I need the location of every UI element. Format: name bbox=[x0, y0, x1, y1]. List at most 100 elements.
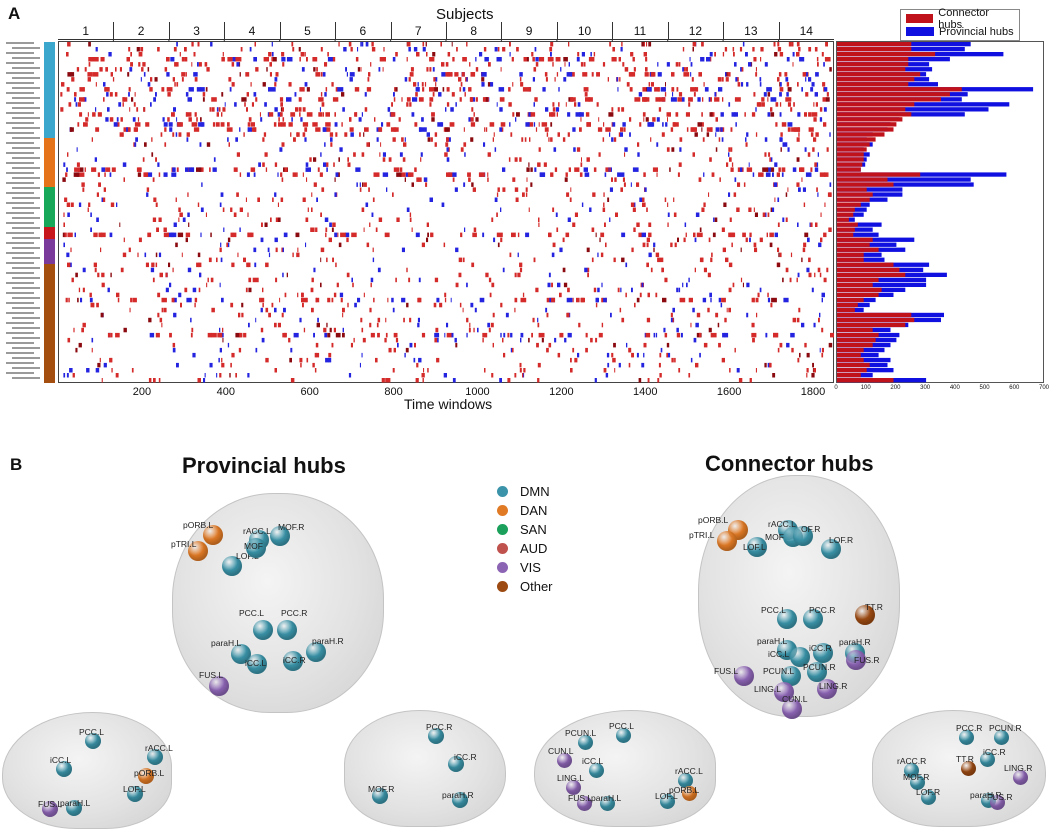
hub-mark bbox=[197, 378, 201, 383]
hub-mark bbox=[454, 337, 457, 343]
hub-mark bbox=[786, 57, 790, 62]
hub-mark bbox=[769, 242, 773, 248]
bar-tick-label: 100 bbox=[860, 385, 871, 391]
x-tick-label: 1800 bbox=[800, 386, 826, 398]
hub-mark bbox=[613, 342, 616, 348]
hub-mark bbox=[320, 212, 322, 217]
hub-mark bbox=[377, 267, 381, 273]
hub-mark bbox=[785, 77, 789, 82]
hub-mark bbox=[296, 172, 298, 177]
network-label: Other bbox=[520, 579, 553, 594]
hub-mark bbox=[611, 107, 614, 112]
hub-mark bbox=[107, 332, 111, 338]
hub-mark bbox=[811, 82, 815, 87]
hub-mark bbox=[406, 302, 409, 308]
hub-mark bbox=[416, 87, 420, 92]
hub-mark bbox=[489, 292, 492, 298]
hub-mark bbox=[588, 97, 593, 102]
subject-label: 3 bbox=[193, 24, 200, 38]
bar-tick-label: 400 bbox=[949, 385, 960, 391]
hub-mark bbox=[390, 112, 393, 117]
hub-mark bbox=[340, 232, 346, 238]
hub-mark bbox=[473, 327, 475, 333]
hub-mark bbox=[673, 212, 677, 217]
hub-node bbox=[793, 526, 813, 546]
hub-mark bbox=[281, 247, 284, 253]
hub-mark bbox=[321, 102, 325, 107]
hub-mark bbox=[447, 52, 450, 57]
hub-mark bbox=[239, 207, 243, 212]
hub-mark bbox=[206, 142, 211, 147]
hub-mark bbox=[437, 337, 439, 343]
hub-mark bbox=[539, 172, 546, 177]
hub-mark bbox=[682, 47, 685, 52]
hub-mark bbox=[575, 112, 582, 117]
hub-mark bbox=[773, 42, 776, 47]
hub-mark bbox=[152, 277, 155, 283]
hub-mark bbox=[803, 242, 807, 248]
hub-mark bbox=[567, 287, 570, 293]
hub-mark bbox=[632, 167, 639, 172]
hub-mark bbox=[459, 87, 462, 92]
hub-mark bbox=[580, 162, 583, 167]
hub-mark bbox=[80, 297, 83, 303]
hub-mark bbox=[782, 277, 784, 283]
hub-mark bbox=[797, 82, 799, 87]
hub-mark bbox=[325, 122, 331, 127]
hub-mark bbox=[387, 297, 389, 303]
hub-mark bbox=[202, 92, 206, 97]
hub-mark bbox=[496, 212, 498, 217]
hub-mark bbox=[441, 202, 445, 207]
hub-mark bbox=[430, 137, 433, 142]
connector-bar bbox=[837, 177, 888, 182]
region-tick bbox=[6, 182, 34, 184]
hub-mark bbox=[539, 57, 545, 62]
hub-mark bbox=[825, 97, 830, 102]
connector-bar bbox=[837, 257, 864, 262]
hub-mark bbox=[426, 52, 428, 57]
hub-mark bbox=[271, 42, 273, 47]
hub-mark bbox=[808, 257, 811, 263]
hub-mark bbox=[514, 373, 517, 378]
hub-mark bbox=[742, 42, 745, 47]
hub-mark bbox=[681, 97, 685, 102]
hub-mark bbox=[210, 332, 217, 338]
x-tick-label: 800 bbox=[384, 386, 403, 398]
hub-mark bbox=[497, 47, 500, 52]
hub-mark bbox=[636, 222, 640, 227]
hub-mark bbox=[293, 137, 296, 142]
hub-mark bbox=[452, 378, 456, 383]
hub-mark bbox=[194, 297, 198, 303]
hub-mark bbox=[376, 322, 379, 328]
hub-mark bbox=[830, 332, 834, 338]
hub-mark bbox=[191, 327, 194, 333]
hub-mark bbox=[357, 47, 359, 52]
subject-divider bbox=[612, 22, 614, 40]
hub-mark bbox=[717, 77, 722, 82]
hub-mark bbox=[525, 122, 530, 127]
hub-mark bbox=[433, 302, 437, 308]
hub-mark bbox=[426, 67, 429, 72]
hub-mark bbox=[702, 122, 704, 127]
hub-mark bbox=[632, 57, 635, 62]
hub-node-label: FUS.L bbox=[38, 799, 63, 809]
hub-mark bbox=[204, 373, 206, 378]
hub-mark bbox=[557, 282, 561, 288]
hub-mark bbox=[503, 352, 506, 358]
hub-mark bbox=[703, 202, 706, 207]
hub-mark bbox=[239, 127, 241, 132]
hub-mark bbox=[157, 312, 160, 318]
hub-mark bbox=[64, 232, 67, 238]
hub-mark bbox=[811, 287, 814, 293]
hub-mark bbox=[274, 107, 278, 112]
hub-mark bbox=[174, 62, 177, 67]
hub-mark bbox=[310, 227, 313, 232]
hub-mark bbox=[769, 232, 774, 238]
hub-mark bbox=[755, 297, 759, 303]
hub-mark bbox=[520, 337, 522, 343]
hub-mark bbox=[704, 87, 709, 92]
hub-mark bbox=[551, 112, 556, 117]
region-tick bbox=[12, 107, 40, 109]
hub-mark bbox=[254, 42, 256, 47]
hub-mark bbox=[167, 92, 171, 97]
